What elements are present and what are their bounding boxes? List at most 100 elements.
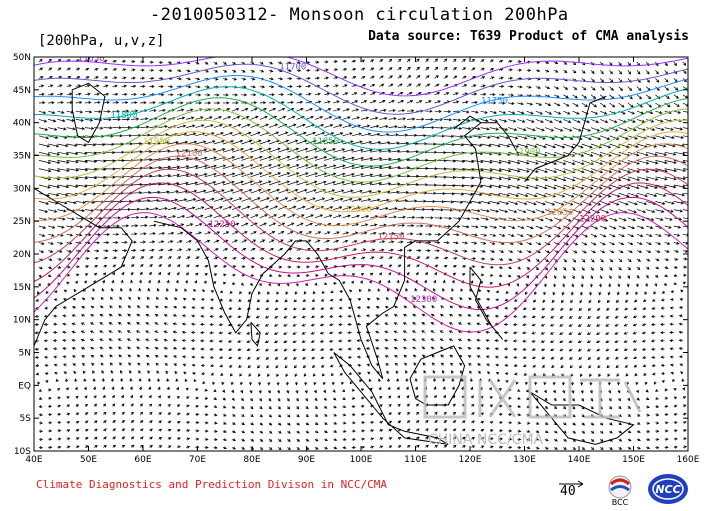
wind-arrow (590, 201, 602, 206)
wind-arrow (379, 223, 387, 227)
wind-arrow (213, 140, 225, 145)
wind-arrow (581, 447, 586, 451)
wind-arrow (283, 323, 288, 327)
wind-arrow (112, 59, 117, 63)
wind-arrow (508, 201, 519, 205)
wind-arrow (333, 100, 340, 104)
wind-arrow (581, 69, 586, 74)
wind-arrow (186, 198, 197, 202)
wind-arrow (673, 273, 678, 277)
wind-arrow (673, 209, 684, 213)
wind-arrow (590, 135, 602, 140)
wind-arrow (590, 250, 596, 254)
wind-arrow (63, 298, 67, 302)
wind-arrow (66, 445, 71, 449)
wind-arrow (302, 356, 306, 360)
wind-arrow (393, 322, 398, 326)
wind-arrow (186, 396, 190, 400)
wind-arrow (517, 110, 525, 115)
wind-arrow (287, 172, 300, 178)
wind-arrow (559, 323, 564, 327)
wind-arrow (431, 305, 435, 309)
wind-arrow (633, 356, 638, 360)
coastline (71, 82, 106, 144)
wind-arrow (328, 323, 334, 327)
wind-arrow (498, 249, 505, 253)
contour-line (34, 108, 688, 183)
wind-arrow (664, 135, 675, 140)
wind-arrow (176, 420, 181, 424)
wind-arrow (489, 249, 495, 253)
wind-arrow (93, 412, 98, 416)
wind-arrow (614, 348, 619, 352)
wind-arrow (553, 275, 557, 280)
wind-arrow (338, 347, 343, 351)
wind-arrow (517, 266, 522, 270)
wind-arrow (195, 172, 208, 178)
wind-arrow (379, 157, 392, 161)
wind-arrow (94, 249, 100, 253)
wind-arrow (682, 160, 688, 162)
wind-arrow (176, 445, 181, 449)
wind-arrow (416, 100, 423, 104)
wind-arrow (422, 305, 426, 309)
wind-arrow (285, 291, 289, 295)
wind-arrow (48, 209, 58, 213)
wind-arrow (314, 239, 321, 243)
wind-arrow (670, 290, 674, 294)
wind-arrow (559, 348, 564, 352)
wind-arrow (434, 75, 439, 79)
wind-arrow (469, 378, 473, 382)
wind-arrow (634, 373, 638, 377)
wind-arrow (227, 315, 233, 319)
wind-arrow (526, 233, 533, 238)
wind-arrow (632, 347, 638, 351)
wind-arrow (596, 356, 601, 360)
contour-line (34, 97, 688, 167)
wind-arrow (145, 354, 150, 358)
wind-arrow (644, 291, 648, 295)
wind-arrow (204, 116, 213, 120)
wind-arrow (94, 436, 98, 440)
wind-arrow (655, 127, 665, 131)
wind-arrow (304, 389, 308, 394)
wind-arrow (370, 412, 375, 416)
wind-arrow (305, 107, 313, 112)
wind-arrow (48, 76, 53, 79)
wind-arrow (443, 420, 448, 424)
wind-arrow (378, 386, 382, 391)
wind-arrow (489, 127, 500, 131)
wind-arrow (486, 298, 490, 302)
wind-arrow (681, 378, 685, 382)
wind-arrow (121, 117, 131, 121)
wind-arrow (200, 314, 205, 318)
wind-arrow (93, 386, 96, 391)
wind-arrow (370, 124, 380, 128)
wind-arrow (623, 331, 628, 335)
wind-arrow (651, 306, 656, 310)
wind-arrow (646, 151, 658, 157)
wind-arrow (75, 412, 80, 416)
wind-arrow (268, 422, 273, 426)
wind-arrow (210, 298, 214, 302)
wind-arrow (403, 314, 408, 317)
wind-arrow (609, 446, 613, 450)
wind-arrow (274, 315, 279, 319)
wind-arrow (367, 371, 371, 375)
coastline (469, 266, 504, 340)
wind-arrow (541, 364, 546, 368)
wind-arrow (540, 323, 546, 327)
wind-arrow (385, 363, 389, 367)
wind-arrow (91, 297, 95, 301)
wind-arrow (618, 127, 628, 132)
wind-arrow (616, 299, 620, 304)
wind-arrow (109, 296, 114, 301)
wind-arrow (606, 299, 610, 304)
wind-arrow (73, 288, 77, 292)
wind-arrow (130, 76, 136, 80)
wind-arrow (397, 66, 402, 71)
wind-arrow (147, 370, 151, 374)
wind-arrow (598, 291, 602, 296)
wind-arrow (388, 58, 393, 63)
wind-arrow (237, 339, 242, 343)
